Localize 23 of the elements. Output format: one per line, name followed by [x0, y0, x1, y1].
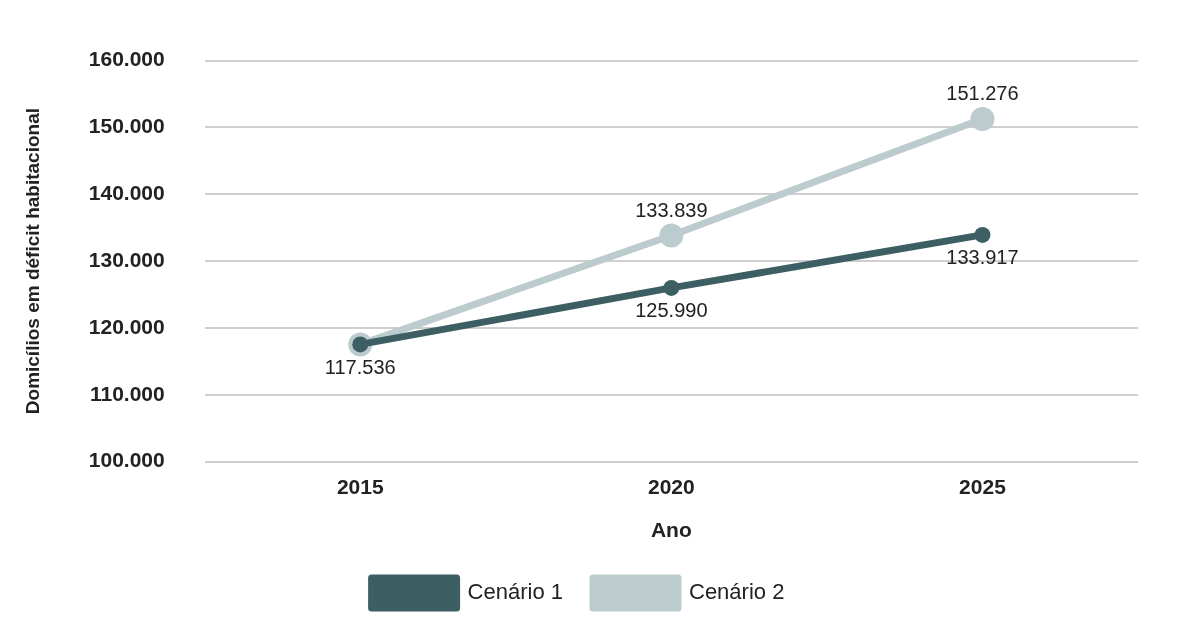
- y-tick-label: 100.000: [88, 448, 165, 472]
- legend-label: Cenário 1: [467, 579, 563, 605]
- data-label: 133.917: [946, 246, 1019, 269]
- x-axis-title: Ano: [650, 518, 692, 542]
- data-label: 133.839: [635, 198, 708, 221]
- x-tick-label: 2020: [648, 475, 695, 498]
- point: [970, 106, 995, 131]
- x-tick-label: 2015: [336, 475, 384, 498]
- point: [974, 226, 991, 243]
- point: [663, 279, 680, 296]
- y-tick-label: 120.000: [88, 314, 165, 338]
- x-tick-label: 2025: [959, 475, 1007, 498]
- y-tick-label: 140.000: [88, 181, 165, 205]
- y-tick-label: 110.000: [89, 381, 165, 405]
- data-label: 117.536: [324, 355, 396, 378]
- y-tick-label: 150.000: [88, 114, 165, 138]
- y-tick-label: 160.000: [88, 47, 165, 71]
- y-tick-label: 130.000: [88, 247, 165, 271]
- data-label: 125.990: [635, 299, 708, 322]
- data-label: 151.276: [946, 82, 1019, 105]
- y-axis-title: Domicílios em déficit habitacional: [21, 108, 43, 415]
- point: [659, 223, 684, 248]
- legend-label: Cenário 2: [689, 579, 785, 605]
